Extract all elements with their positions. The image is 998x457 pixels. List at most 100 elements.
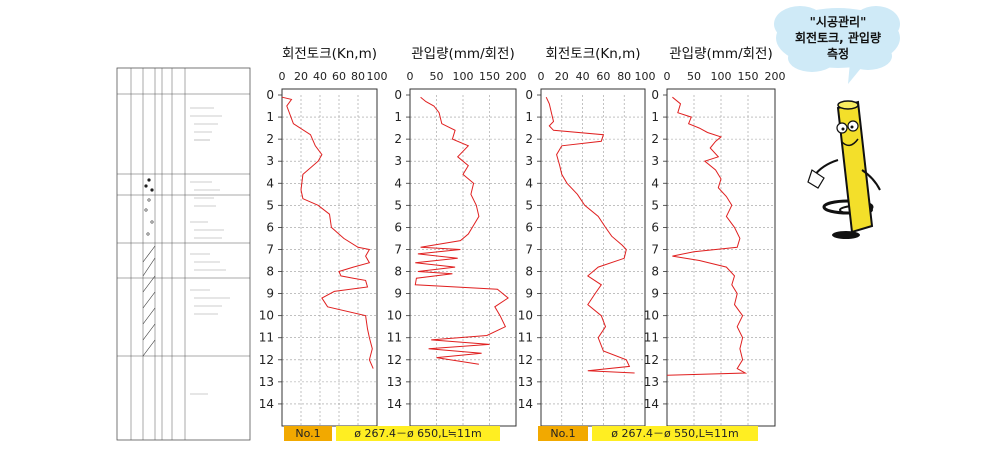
chart-title: 회전토크(Kn,m) [282, 46, 377, 62]
series-line [666, 96, 748, 376]
y-tick-label: 4 [651, 176, 659, 190]
x-tick-label: 50 [687, 70, 701, 83]
y-tick-label: 2 [266, 132, 274, 146]
y-tick-label: 0 [394, 88, 402, 102]
label-left-spec: ø 267.4－ø 650,L≒11m [354, 427, 482, 440]
y-tick-label: 6 [266, 220, 274, 234]
y-tick-label: 9 [266, 287, 274, 301]
y-tick-label: 5 [266, 198, 274, 212]
y-tick-label: 5 [394, 198, 402, 212]
y-tick-label: 0 [651, 88, 659, 102]
series-line [414, 96, 509, 365]
y-tick-label: 9 [651, 287, 659, 301]
label-right: No.1 ø 267.4－ø 550,L≒11m [538, 426, 758, 441]
plot-frame [281, 88, 378, 427]
y-tick-label: 2 [525, 132, 533, 146]
x-tick-label: 150 [479, 70, 500, 83]
y-tick-label: 5 [651, 198, 659, 212]
y-tick-label: 7 [266, 242, 274, 256]
y-tick-label: 1 [266, 110, 274, 124]
x-tick-label: 40 [576, 70, 590, 83]
y-tick-label: 13 [259, 375, 274, 389]
chart-2: 관입량(mm/회전)0 50 100 150 200012345678910111213… [387, 46, 527, 427]
bubble-line2: 회전토크, 관입량 [795, 30, 881, 45]
y-tick-label: 6 [525, 220, 533, 234]
y-tick-label: 12 [518, 353, 533, 367]
y-tick-label: 8 [525, 265, 533, 279]
y-tick-label: 3 [651, 154, 659, 168]
y-tick-label: 6 [394, 220, 402, 234]
x-tick-label: 60 [596, 70, 610, 83]
y-tick-label: 11 [259, 331, 274, 345]
label-left: No.1 ø 267.4－ø 650,L≒11m [284, 426, 500, 441]
x-tick-label: 50 [430, 70, 444, 83]
y-tick-label: 0 [266, 88, 274, 102]
y-tick-label: 11 [644, 331, 659, 345]
y-tick-label: 10 [259, 309, 274, 323]
speech-bubble: "시공관리" 회전토크, 관입량 측정 [774, 6, 900, 84]
series-line [281, 96, 374, 369]
y-tick-label: 10 [518, 309, 533, 323]
y-tick-label: 8 [394, 265, 402, 279]
x-tick-label: 0 [407, 70, 414, 83]
label-right-no-bg [538, 426, 588, 441]
bubble-line1: "시공관리" [810, 14, 867, 29]
y-tick-label: 7 [394, 242, 402, 256]
y-tick-label: 14 [259, 397, 274, 411]
label-left-spec-bg [336, 426, 500, 441]
y-tick-label: 5 [525, 198, 533, 212]
y-tick-label: 13 [518, 375, 533, 389]
y-tick-label: 8 [266, 265, 274, 279]
y-tick-label: 14 [644, 397, 659, 411]
y-tick-label: 0 [525, 88, 533, 102]
label-left-no-bg [284, 426, 332, 441]
y-tick-label: 3 [394, 154, 402, 168]
y-tick-label: 7 [525, 242, 533, 256]
x-tick-label: 0 [279, 70, 286, 83]
x-tick-label: 200 [506, 70, 527, 83]
x-tick-label: 150 [738, 70, 759, 83]
mascot-icon [807, 100, 881, 239]
y-tick-label: 4 [394, 176, 402, 190]
y-tick-label: 2 [394, 132, 402, 146]
y-tick-label: 9 [525, 287, 533, 301]
x-tick-label: 100 [367, 70, 388, 83]
y-tick-label: 12 [387, 353, 402, 367]
boring-log [116, 67, 251, 441]
x-tick-label: 20 [294, 70, 308, 83]
label-right-no: No.1 [550, 427, 575, 440]
y-tick-label: 6 [651, 220, 659, 234]
y-tick-label: 12 [259, 353, 274, 367]
x-tick-label: 100 [635, 70, 656, 83]
x-tick-label: 20 [555, 70, 569, 83]
chart-4: 관입량(mm/회전)0 50 100 150 200012345678910111213… [644, 46, 786, 427]
x-tick-label: 40 [313, 70, 327, 83]
y-tick-label: 10 [387, 309, 402, 323]
y-tick-label: 3 [525, 154, 533, 168]
label-left-no: No.1 [295, 427, 320, 440]
y-tick-label: 3 [266, 154, 274, 168]
y-tick-label: 1 [394, 110, 402, 124]
label-right-spec: ø 267.4－ø 550,L≒11m [611, 427, 739, 440]
y-tick-label: 8 [651, 265, 659, 279]
soil-symbols [142, 178, 156, 357]
y-tick-label: 13 [387, 375, 402, 389]
y-tick-label: 10 [644, 309, 659, 323]
chart-title: 관입량(mm/회전) [411, 46, 514, 62]
y-tick-label: 11 [387, 331, 402, 345]
x-tick-label: 100 [711, 70, 732, 83]
x-tick-label: 200 [765, 70, 786, 83]
chart-1: 회전토크(Kn,m)0 20 40 60 80 100012345678910111213… [259, 46, 388, 427]
y-tick-label: 14 [387, 397, 402, 411]
plot-frame [540, 88, 646, 427]
y-tick-label: 11 [518, 331, 533, 345]
x-tick-label: 80 [351, 70, 365, 83]
x-tick-label: 60 [332, 70, 346, 83]
chart-title: 회전토크(Kn,m) [545, 46, 640, 62]
x-tick-label: 100 [453, 70, 474, 83]
series-line [545, 96, 635, 374]
y-tick-label: 2 [651, 132, 659, 146]
y-tick-label: 14 [518, 397, 533, 411]
y-tick-label: 1 [651, 110, 659, 124]
